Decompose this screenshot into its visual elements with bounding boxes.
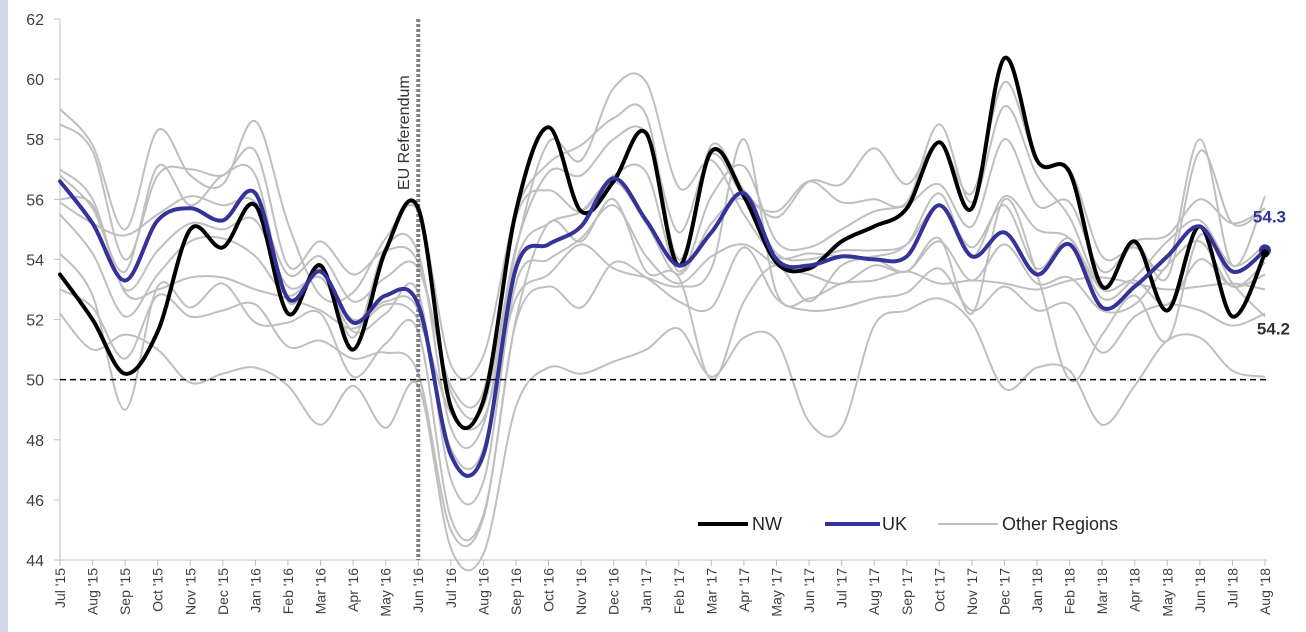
x-tick-label: May '18 <box>1159 568 1175 617</box>
legend-nw-label: NW <box>752 514 782 534</box>
side-accent-bar <box>0 0 8 632</box>
y-tick-label: 54 <box>26 252 44 269</box>
x-tick-label: Sep '17 <box>899 568 915 615</box>
x-tick-label: Mar '17 <box>703 568 719 614</box>
other-region-line <box>59 138 1266 431</box>
x-tick-label: Aug '18 <box>1257 568 1273 615</box>
x-tick-label: Nov '15 <box>182 568 198 615</box>
x-tick-label: Sep '15 <box>117 568 133 615</box>
nw-end-marker <box>1261 249 1269 258</box>
reference-layer: EU Referendum <box>60 19 1267 560</box>
x-tick-label: Aug '15 <box>85 568 101 615</box>
axis-layer: 44 46 48 50 52 54 56 58 60 62 Jul '15 Aug '15 Sep '1… <box>26 12 1273 617</box>
x-tick-label: Jun '18 <box>1192 568 1208 613</box>
nw-end-label: 54.2 <box>1257 319 1290 338</box>
y-tick-label: 44 <box>26 553 44 570</box>
x-tick-label: Aug '17 <box>866 568 882 615</box>
other-region-line <box>59 246 1266 548</box>
x-tick-label: Jul '16 <box>443 568 459 608</box>
y-tick-label: 48 <box>26 433 44 450</box>
uk-end-label: 54.3 <box>1253 207 1286 226</box>
x-tick-label: Jul '15 <box>52 568 68 608</box>
x-tick-label: Nov '17 <box>964 568 980 615</box>
x-tick-label: Apr '17 <box>736 568 752 612</box>
x-tick-label: Oct '17 <box>931 568 947 612</box>
x-tick-label: Dec '16 <box>606 568 622 615</box>
uk-series-line <box>58 176 1267 478</box>
x-tick-label: Jul '17 <box>834 568 850 608</box>
x-tick-label: Apr '16 <box>345 568 361 612</box>
main-series-layer <box>58 56 1271 478</box>
legend-uk-label: UK <box>882 514 907 534</box>
other-region-line <box>59 105 1266 420</box>
x-tick-label: Jul '18 <box>1224 568 1240 608</box>
x-tick-label: Jun '16 <box>410 568 426 613</box>
y-tick-label: 46 <box>26 493 44 510</box>
other-region-line <box>59 72 1266 449</box>
x-tick-label: Oct '15 <box>150 568 166 612</box>
x-tick-label: Feb '16 <box>280 568 296 614</box>
other-region-line <box>59 297 1266 572</box>
legend: NW UK Other Regions <box>698 514 1118 534</box>
x-tick-label: Aug '16 <box>475 568 491 615</box>
x-tick-label: Nov '16 <box>573 568 589 615</box>
y-tick-label: 52 <box>26 313 44 330</box>
other-region-line <box>59 198 1266 542</box>
y-tick-label: 56 <box>26 192 44 209</box>
other-regions-layer <box>59 72 1266 572</box>
nw-series-line <box>58 56 1267 431</box>
label-layer: 54.3 54.2 <box>1253 207 1290 338</box>
x-tick-label: Sep '16 <box>508 568 524 615</box>
y-tick-label: 62 <box>26 12 44 29</box>
y-tick-label: 50 <box>26 373 44 390</box>
x-tick-label: Apr '18 <box>1127 568 1143 612</box>
other-region-line <box>59 204 1266 506</box>
x-tick-label: Mar '16 <box>313 568 329 614</box>
x-tick-label: May '16 <box>378 568 394 617</box>
x-tick-label: Dec '17 <box>996 568 1012 615</box>
x-tick-label: Feb '18 <box>1062 568 1078 614</box>
x-tick-label: Jan '18 <box>1029 568 1045 613</box>
y-tick-label: 60 <box>26 72 44 89</box>
x-tick-label: Oct '16 <box>541 568 557 612</box>
referendum-label: EU Referendum <box>396 75 413 190</box>
x-tick-label: Jan '16 <box>247 568 263 613</box>
x-tick-label: Mar '18 <box>1094 568 1110 614</box>
x-tick-label: Jun '17 <box>801 568 817 613</box>
x-tick-label: Feb '17 <box>671 568 687 614</box>
y-tick-label: 58 <box>26 132 44 149</box>
x-tick-label: Dec '15 <box>215 568 231 615</box>
x-tick-label: Jan '17 <box>638 568 654 613</box>
legend-other-label: Other Regions <box>1002 514 1118 534</box>
x-tick-label: May '17 <box>768 568 784 617</box>
